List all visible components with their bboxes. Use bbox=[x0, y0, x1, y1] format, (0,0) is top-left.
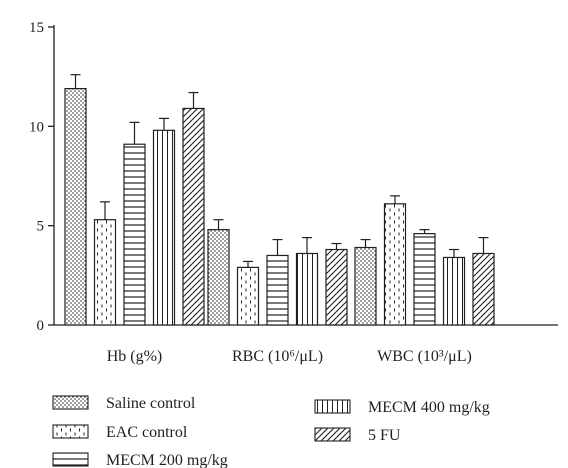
legend-label: 5 FU bbox=[368, 427, 401, 444]
bar bbox=[383, 203, 407, 326]
bar bbox=[266, 254, 289, 326]
legend-item: EAC control bbox=[52, 424, 188, 441]
y-tick-label: 15 bbox=[29, 20, 44, 36]
legend-label: MECM 400 mg/kg bbox=[368, 399, 490, 416]
legend-swatch bbox=[314, 427, 351, 442]
bar bbox=[93, 219, 117, 326]
x-tick-label: Hb (g%) bbox=[107, 348, 163, 365]
bar bbox=[236, 266, 260, 326]
legend-item: MECM 400 mg/kg bbox=[314, 399, 490, 416]
legend-swatch bbox=[314, 399, 351, 414]
bar bbox=[442, 256, 466, 326]
bar bbox=[472, 252, 495, 326]
bar bbox=[413, 233, 436, 326]
bar bbox=[182, 107, 205, 326]
bar bbox=[207, 229, 230, 326]
bar bbox=[325, 248, 348, 326]
bars bbox=[64, 74, 495, 326]
bar bbox=[295, 252, 319, 326]
y-tick-label: 0 bbox=[37, 318, 45, 334]
bar bbox=[152, 129, 176, 326]
bar bbox=[123, 143, 146, 326]
legend-item: 5 FU bbox=[314, 427, 401, 444]
bar bbox=[64, 87, 87, 326]
legend-swatch bbox=[52, 395, 89, 410]
y-tick-label: 10 bbox=[29, 119, 44, 135]
legend: Saline control EAC control MECM 200 mg/kg M… bbox=[52, 395, 490, 468]
bar bbox=[354, 246, 377, 326]
legend-swatch bbox=[52, 452, 89, 467]
legend-item: Saline control bbox=[52, 395, 196, 412]
x-tick-label: RBC (10⁶/μL) bbox=[232, 348, 323, 365]
legend-label: EAC control bbox=[106, 424, 188, 441]
legend-swatch bbox=[52, 424, 89, 439]
axes: 0 5 10 15 Hb (g%) RBC (10⁶/μL) WBC (10³/μL) bbox=[29, 20, 558, 365]
x-tick-label: WBC (10³/μL) bbox=[377, 348, 472, 365]
y-tick-label: 5 bbox=[37, 219, 45, 235]
legend-item: MECM 200 mg/kg bbox=[52, 452, 228, 468]
legend-label: Saline control bbox=[106, 395, 196, 412]
legend-label: MECM 200 mg/kg bbox=[106, 452, 228, 468]
